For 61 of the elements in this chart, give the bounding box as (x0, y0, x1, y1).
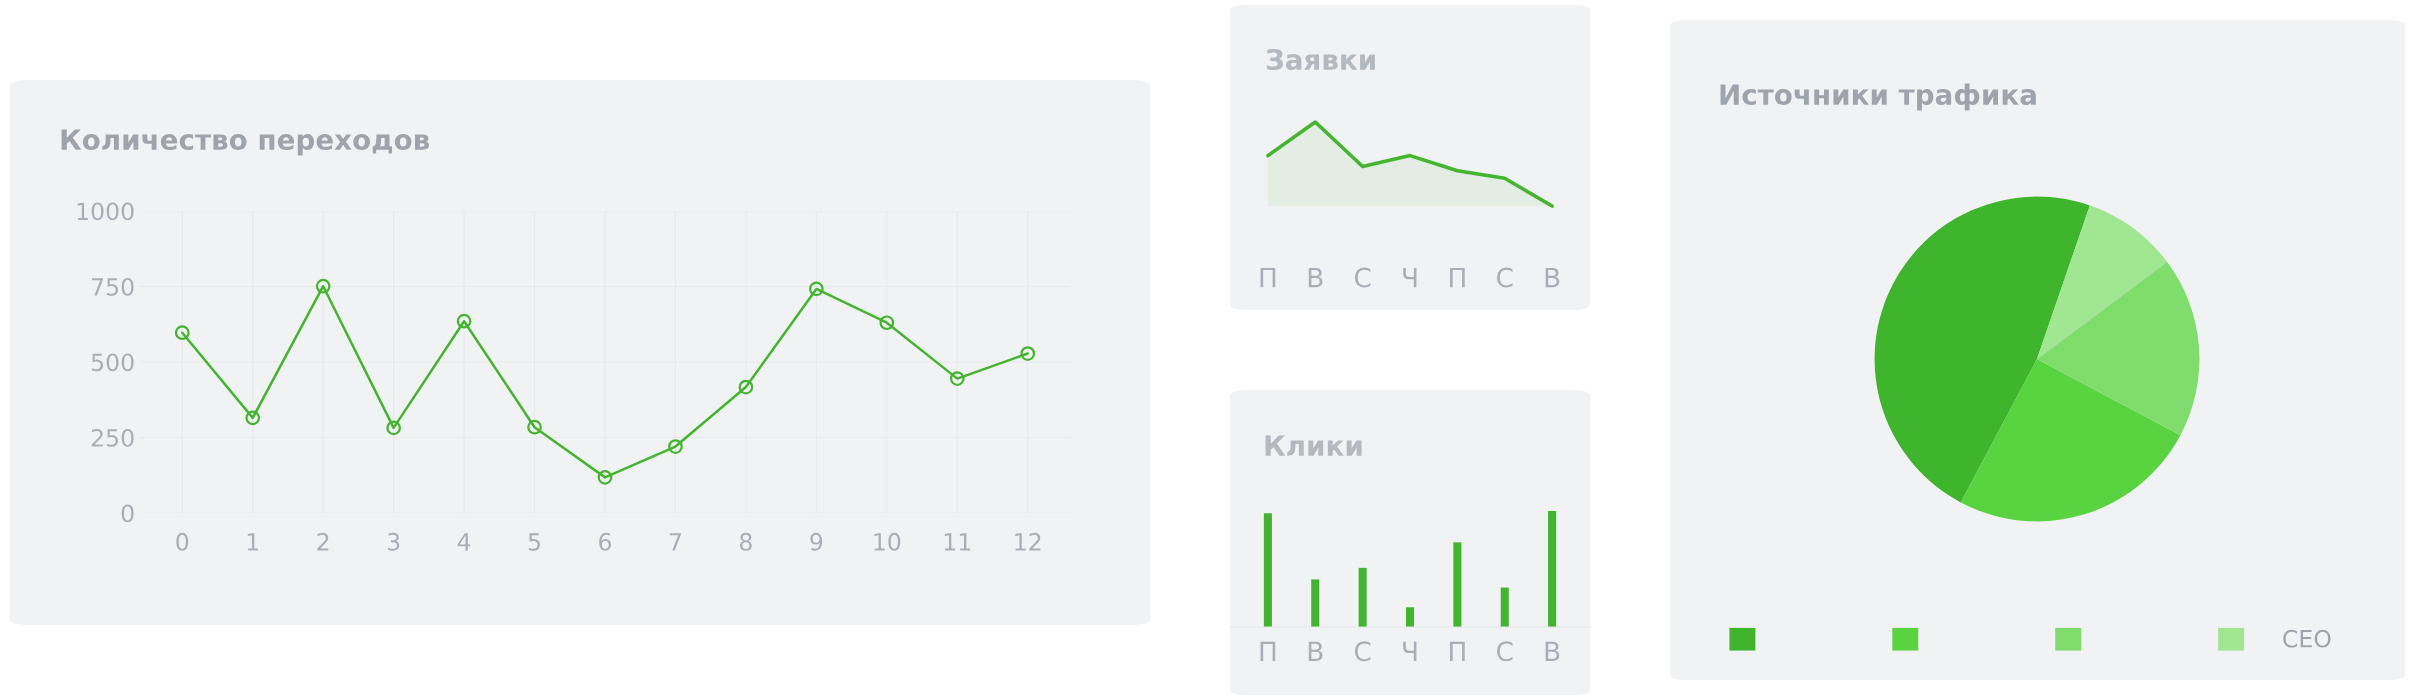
y-tick-label: 1000 (77, 202, 134, 221)
x-tick-label: 10 (874, 532, 901, 551)
x-tick-label: В (1308, 267, 1323, 288)
x-tick-label: С (1497, 641, 1513, 662)
point (879, 315, 895, 331)
y-tick-label: 250 (91, 428, 134, 447)
point (597, 470, 613, 485)
x-tick-label: 3 (387, 532, 400, 551)
point (245, 410, 261, 426)
x-tick-label: С (1354, 641, 1371, 662)
x-tick-label: Ч (1403, 641, 1417, 661)
bar (1453, 542, 1462, 627)
x-tick-label: 5 (528, 533, 540, 551)
point (315, 278, 331, 294)
pie-slice (1874, 196, 2090, 503)
chart-title: Источники трафика (1720, 83, 2036, 111)
point (527, 419, 542, 435)
x-tick-label: 9 (810, 532, 823, 551)
x-tick-label: П (1260, 641, 1276, 661)
bar (1500, 587, 1509, 627)
x-tick-label: 11 (944, 533, 971, 551)
x-tick-label: 7 (669, 533, 681, 551)
x-tick-label: С (1497, 267, 1513, 288)
y-tick-label: 750 (92, 277, 134, 296)
x-tick-label: П (1450, 641, 1465, 661)
x-tick-label: 8 (740, 532, 752, 551)
x-tick-label: П (1450, 267, 1465, 288)
bar (1548, 511, 1557, 627)
x-tick-label: В (1308, 641, 1323, 661)
x-tick-label: 2 (317, 532, 329, 551)
x-tick-label: 6 (599, 532, 612, 551)
point (949, 371, 965, 386)
point (386, 420, 401, 436)
chart-title: Заявки (1266, 49, 1375, 71)
point (174, 325, 190, 341)
pie-slice (2037, 261, 2200, 436)
x-tick-label: С (1354, 267, 1371, 288)
point (668, 439, 683, 454)
x-tick-label: Ч (1403, 267, 1417, 288)
x-tick-label: 1 (247, 533, 259, 551)
legend-label: СЕО (2283, 629, 2331, 648)
point (456, 313, 472, 329)
bar (1263, 513, 1272, 627)
y-tick-label: 0 (121, 504, 134, 523)
bar (1405, 607, 1415, 627)
bar (1358, 567, 1367, 627)
chart-title: Количество переходов (61, 129, 430, 156)
point (1020, 346, 1036, 361)
y-tick-label: 500 (91, 353, 134, 372)
x-tick-label: 12 (1015, 532, 1041, 551)
chart-title: Клики (1265, 435, 1362, 456)
pie-slice (1960, 359, 2181, 522)
x-tick-label: 4 (457, 533, 471, 551)
point (738, 379, 754, 395)
x-tick-label: 0 (176, 532, 189, 551)
point (809, 281, 824, 297)
pie-slice (2037, 205, 2168, 359)
x-tick-label: В (1545, 267, 1560, 288)
x-tick-label: П (1260, 267, 1276, 288)
x-tick-label: В (1545, 641, 1560, 661)
bar (1311, 579, 1320, 627)
